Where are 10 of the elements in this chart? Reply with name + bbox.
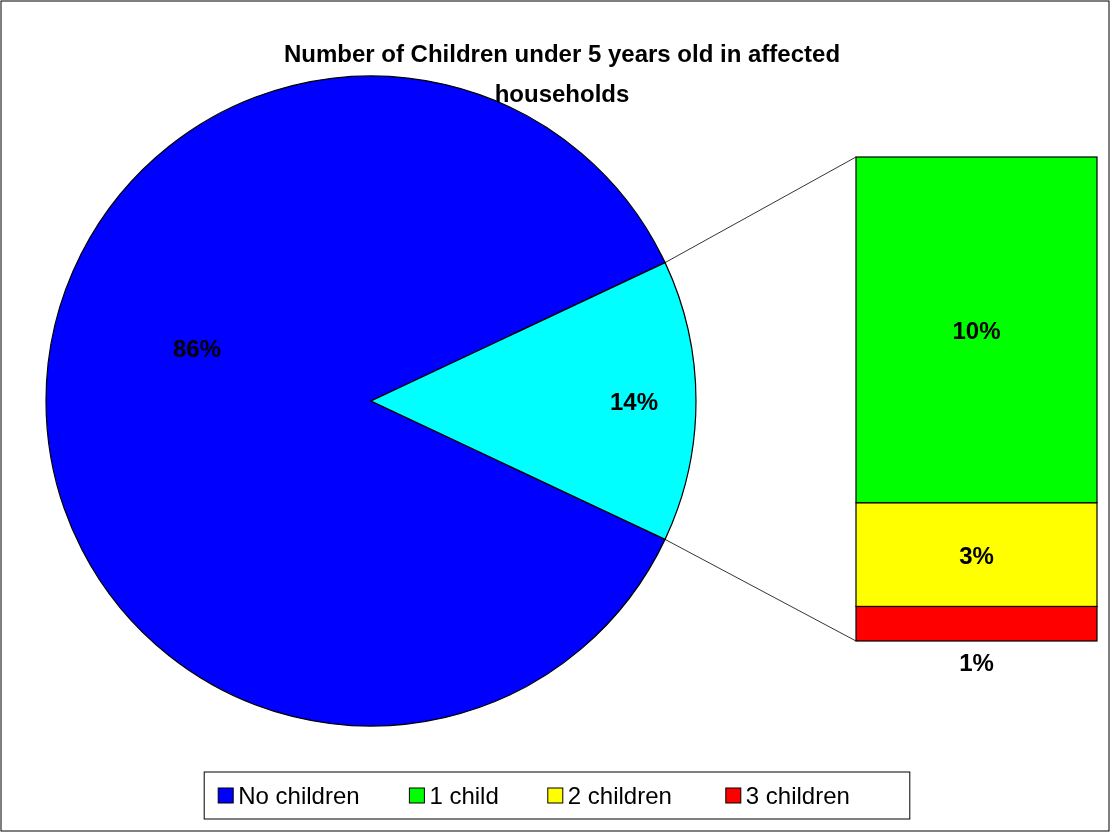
data-label: 86% [172, 335, 222, 362]
legend-label: 2 children [567, 782, 672, 809]
legend-label: No children [238, 782, 360, 809]
chart-title: Number of Children under 5 years old in affected households [283, 40, 841, 107]
data-label: 10% [952, 316, 1001, 344]
legend-label: 3 children [745, 782, 850, 809]
data-label: 3% [959, 541, 994, 569]
legend-label: 1 child [429, 782, 499, 809]
data-label: 14% [609, 388, 659, 415]
data-label: 1% [959, 649, 994, 676]
